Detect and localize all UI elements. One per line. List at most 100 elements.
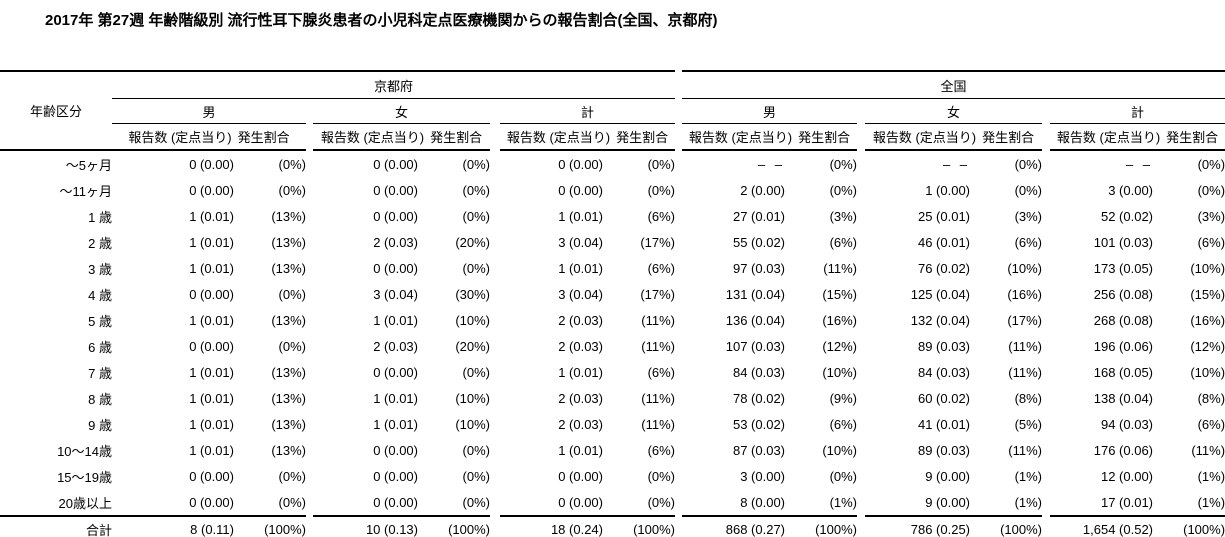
report-count-cell: 84 (0.03) xyxy=(917,364,971,380)
report-count-cell: 76 (0.02) xyxy=(917,260,971,276)
report-count-cell: 0 (0.00) xyxy=(373,208,418,224)
table-row: ～5ヶ月 0 (0.00) (0%) 0 (0.00) (0%) 0 (0.00… xyxy=(0,150,1225,177)
incidence-rate-cell: (13%) xyxy=(271,364,306,380)
table-row: 5 歳 1 (0.01) (13%) 1 (0.01) (10%) 2 (0.0… xyxy=(0,307,1225,333)
measure-header: 報告数 (定点当り) 発生割合 xyxy=(682,123,858,151)
report-count-cell: 8 (0.11) xyxy=(112,516,234,537)
report-count-cell: 1 (0.01) xyxy=(189,364,234,380)
column-gap xyxy=(490,411,500,437)
incidence-rate-cell: (0%) xyxy=(829,182,858,198)
gender-header-national-total: 計 xyxy=(1050,98,1225,124)
table-row: 7 歳 1 (0.01) (13%) 0 (0.00) (0%) 1 (0.01… xyxy=(0,359,1225,385)
report-count-cell: 0 (0.00) xyxy=(373,364,418,380)
column-gap xyxy=(857,281,865,307)
measure-header: 報告数 (定点当り) 発生割合 xyxy=(500,123,676,151)
report-count-cell: 0 (0.00) xyxy=(373,468,418,484)
incidence-rate-cell: (9%) xyxy=(829,390,858,406)
report-count-cell: 256 (0.08) xyxy=(1093,286,1154,302)
column-gap xyxy=(1042,281,1050,307)
section-gap xyxy=(675,71,682,150)
section-gap xyxy=(675,411,682,437)
report-count-cell: 52 (0.02) xyxy=(1100,208,1154,224)
column-gap xyxy=(857,124,865,151)
incidence-rate-cell: (16%) xyxy=(1007,286,1043,302)
column-gap xyxy=(490,385,500,411)
age-label-cell: 20歳以上 xyxy=(0,489,112,517)
report-count-cell: 0 (0.00) xyxy=(112,489,234,517)
incidence-rate-cell: (0%) xyxy=(462,156,490,172)
incidence-rate-cell: (13%) xyxy=(271,442,306,458)
gender-header-kyoto-total: 計 xyxy=(500,98,676,124)
report-count-cell: 0 (0.00) xyxy=(373,156,418,172)
report-count-cell: 84 (0.03) xyxy=(732,364,786,380)
incidence-rate-cell: (10%) xyxy=(822,442,858,458)
report-count-cell: 18 (0.24) xyxy=(500,516,603,537)
column-gap xyxy=(857,229,865,255)
report-count-cell: 136 (0.04) xyxy=(725,312,786,328)
report-count-cell: – – xyxy=(1125,156,1154,172)
incidence-rate-cell: (17%) xyxy=(640,286,676,302)
incidence-rate-cell: (11%) xyxy=(823,260,858,276)
incidence-rate-cell: (0%) xyxy=(462,442,490,458)
column-gap xyxy=(490,489,500,516)
report-count-cell: 168 (0.05) xyxy=(1093,364,1154,380)
measure-header: 報告数 (定点当り) 発生割合 xyxy=(112,123,306,151)
column-gap xyxy=(1042,516,1050,537)
report-count-cell: 8 (0.00) xyxy=(682,489,786,517)
age-label-cell: ～5ヶ月 xyxy=(65,157,112,173)
section-gap xyxy=(675,150,682,177)
incidence-rate-cell: (13%) xyxy=(271,312,306,328)
incidence-rate-cell: (1%) xyxy=(1197,468,1225,484)
measure-header: 報告数 (定点当り) 発生割合 xyxy=(865,123,1043,151)
incidence-rate-cell: (11%) xyxy=(1191,442,1225,458)
column-gap xyxy=(1042,489,1050,516)
age-label-cell: 合計 xyxy=(0,516,112,537)
incidence-rate-cell: (10%) xyxy=(1190,260,1225,276)
rate-header: 発生割合 xyxy=(616,130,669,145)
incidence-rate-cell: (3%) xyxy=(829,208,858,224)
column-gap xyxy=(306,333,313,359)
incidence-rate-cell: (0%) xyxy=(1014,156,1043,172)
report-count-cell: 97 (0.03) xyxy=(732,260,786,276)
section-gap xyxy=(675,307,682,333)
report-count-cell: 0 (0.00) xyxy=(189,182,234,198)
report-count-cell: 1 (0.01) xyxy=(558,364,603,380)
incidence-rate-cell: (8%) xyxy=(1197,390,1225,406)
age-distribution-table: 年齢区分 京都府 全国 男 女 計 男 女 計 報告数 (定点当り) 発生割合 xyxy=(0,70,1225,537)
measure-header: 報告数 (定点当り) 発生割合 xyxy=(313,123,490,151)
report-count-cell: 0 (0.00) xyxy=(313,489,418,517)
incidence-rate-cell: (11%) xyxy=(641,312,676,328)
incidence-rate-cell: (1%) xyxy=(1014,468,1043,484)
column-gap xyxy=(857,150,865,177)
column-gap xyxy=(306,99,313,124)
column-gap xyxy=(306,229,313,255)
region-header-national: 全国 xyxy=(682,70,1225,99)
incidence-rate-cell: (1%) xyxy=(785,489,858,517)
report-count-cell: 3 (0.00) xyxy=(740,468,786,484)
incidence-rate-cell: (0%) xyxy=(234,489,306,517)
reports-header: 報告数 (定点当り) xyxy=(320,130,425,145)
age-label-cell: 2 歳 xyxy=(88,235,112,251)
report-count-cell: 89 (0.03) xyxy=(917,442,971,458)
incidence-rate-cell: (17%) xyxy=(640,234,676,250)
incidence-rate-cell: (11%) xyxy=(1008,364,1043,380)
incidence-rate-cell: (30%) xyxy=(455,286,490,302)
incidence-rate-cell: (13%) xyxy=(271,260,306,276)
column-gap xyxy=(1042,359,1050,385)
column-gap xyxy=(490,463,500,489)
column-gap xyxy=(857,411,865,437)
measure-header: 報告数 (定点当り) 発生割合 xyxy=(1050,123,1225,151)
column-gap xyxy=(1042,385,1050,411)
report-count-cell: 0 (0.00) xyxy=(373,260,418,276)
incidence-rate-cell: (10%) xyxy=(455,312,490,328)
column-gap xyxy=(1042,437,1050,463)
incidence-rate-cell: (0%) xyxy=(1014,182,1043,198)
section-gap xyxy=(675,333,682,359)
incidence-rate-cell: (10%) xyxy=(1190,364,1225,380)
incidence-rate-cell: (0%) xyxy=(462,208,490,224)
report-count-cell: 138 (0.04) xyxy=(1093,390,1154,406)
report-count-cell: 2 (0.03) xyxy=(373,234,418,250)
incidence-rate-cell: (0%) xyxy=(1197,156,1225,172)
incidence-rate-cell: (100%) xyxy=(970,516,1043,537)
